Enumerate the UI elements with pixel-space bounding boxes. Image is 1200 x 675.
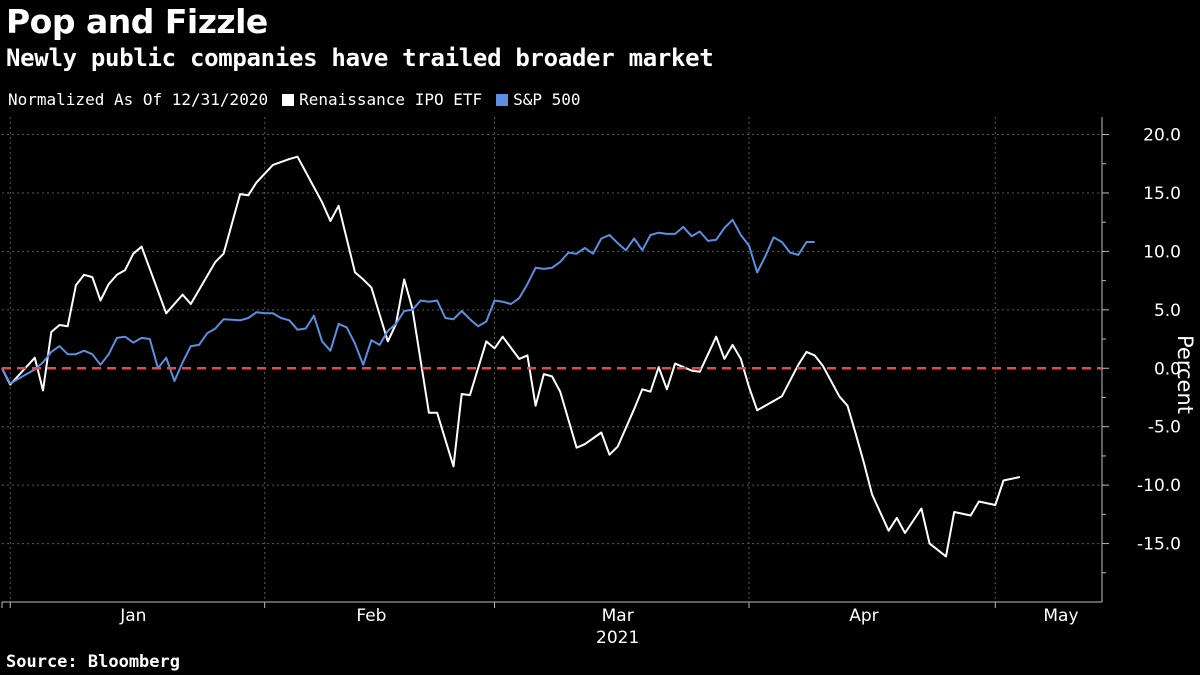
legend: Normalized As Of 12/31/2020 Renaissance … bbox=[8, 90, 595, 109]
x-tick-label: Feb bbox=[356, 606, 386, 626]
legend-label-sp500: S&P 500 bbox=[513, 90, 581, 109]
x-year-label: 2021 bbox=[596, 628, 639, 648]
x-tick-label: May bbox=[1043, 606, 1078, 626]
y-tick-label: 0.0 bbox=[1154, 359, 1181, 379]
legend-item-ipo-etf: Renaissance IPO ETF bbox=[282, 90, 482, 109]
y-tick-label: 15.0 bbox=[1143, 184, 1181, 204]
x-tick-label: Mar bbox=[602, 606, 634, 626]
x-tick-label: Apr bbox=[849, 606, 878, 626]
y-tick-label: -15.0 bbox=[1137, 535, 1181, 555]
y-tick-label: 20.0 bbox=[1143, 126, 1181, 146]
x-tick-label: Jan bbox=[119, 606, 146, 626]
legend-label-ipo-etf: Renaissance IPO ETF bbox=[299, 90, 483, 109]
y-tick-label: -10.0 bbox=[1137, 476, 1181, 496]
legend-swatch-sp500 bbox=[496, 93, 509, 106]
chart-title: Pop and Fizzle bbox=[6, 2, 268, 41]
y-tick-label: -5.0 bbox=[1148, 418, 1181, 438]
y-axis-label: Percent bbox=[1173, 335, 1197, 414]
legend-note: Normalized As Of 12/31/2020 bbox=[8, 90, 269, 109]
y-tick-label: 5.0 bbox=[1154, 301, 1181, 321]
series-line-ipo-etf bbox=[1, 155, 1021, 558]
legend-item-sp500: S&P 500 bbox=[496, 90, 581, 109]
chart-subtitle: Newly public companies have trailed broa… bbox=[6, 44, 714, 72]
y-tick-label: 10.0 bbox=[1143, 242, 1181, 262]
series-line-sp500 bbox=[1, 218, 815, 385]
source-note: Source: Bloomberg bbox=[6, 652, 180, 672]
legend-swatch-ipo-etf bbox=[282, 93, 295, 106]
